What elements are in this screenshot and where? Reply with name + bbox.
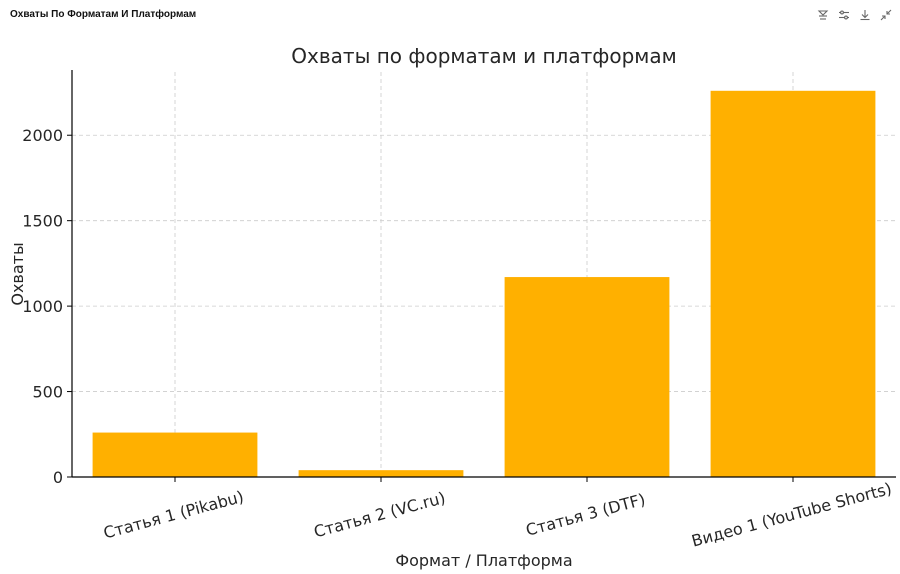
window-header: Охваты По Форматам И Платформам	[0, 0, 900, 30]
y-tick-label: 1500	[22, 212, 63, 231]
collapse-icon[interactable]	[877, 6, 894, 23]
x-tick-label: Статья 2 (VC.ru)	[312, 488, 448, 541]
bar[interactable]	[298, 470, 464, 477]
y-axis-ticks: 0 500 1000 1500 2000	[22, 126, 72, 487]
y-axis-label: Охваты	[8, 242, 27, 305]
bar[interactable]	[504, 277, 670, 477]
bars	[92, 90, 876, 477]
y-tick-label: 1000	[22, 297, 63, 316]
x-tick-label: Статья 1 (Pikabu)	[101, 487, 245, 543]
y-tick-label: 500	[32, 383, 63, 402]
chart-title: Охваты по форматам и платформам	[291, 44, 676, 68]
bar[interactable]	[710, 90, 876, 477]
window-title: Охваты По Форматам И Платформам	[10, 9, 197, 20]
x-tick-label: Статья 3 (DTF)	[524, 490, 648, 540]
x-axis-ticks: Статья 1 (Pikabu) Статья 2 (VC.ru) Статья …	[101, 477, 894, 551]
download-icon[interactable]	[856, 6, 873, 23]
bar[interactable]	[92, 432, 258, 477]
chart-toolbar	[814, 6, 894, 23]
chart-style-icon[interactable]	[814, 6, 831, 23]
series-settings-icon[interactable]	[835, 6, 852, 23]
y-tick-label: 2000	[22, 126, 63, 145]
y-tick-label: 0	[53, 468, 63, 487]
axes	[71, 70, 896, 478]
x-axis-label: Формат / Платформа	[395, 551, 572, 570]
x-tick-label: Видео 1 (YouTube Shorts)	[689, 479, 893, 551]
